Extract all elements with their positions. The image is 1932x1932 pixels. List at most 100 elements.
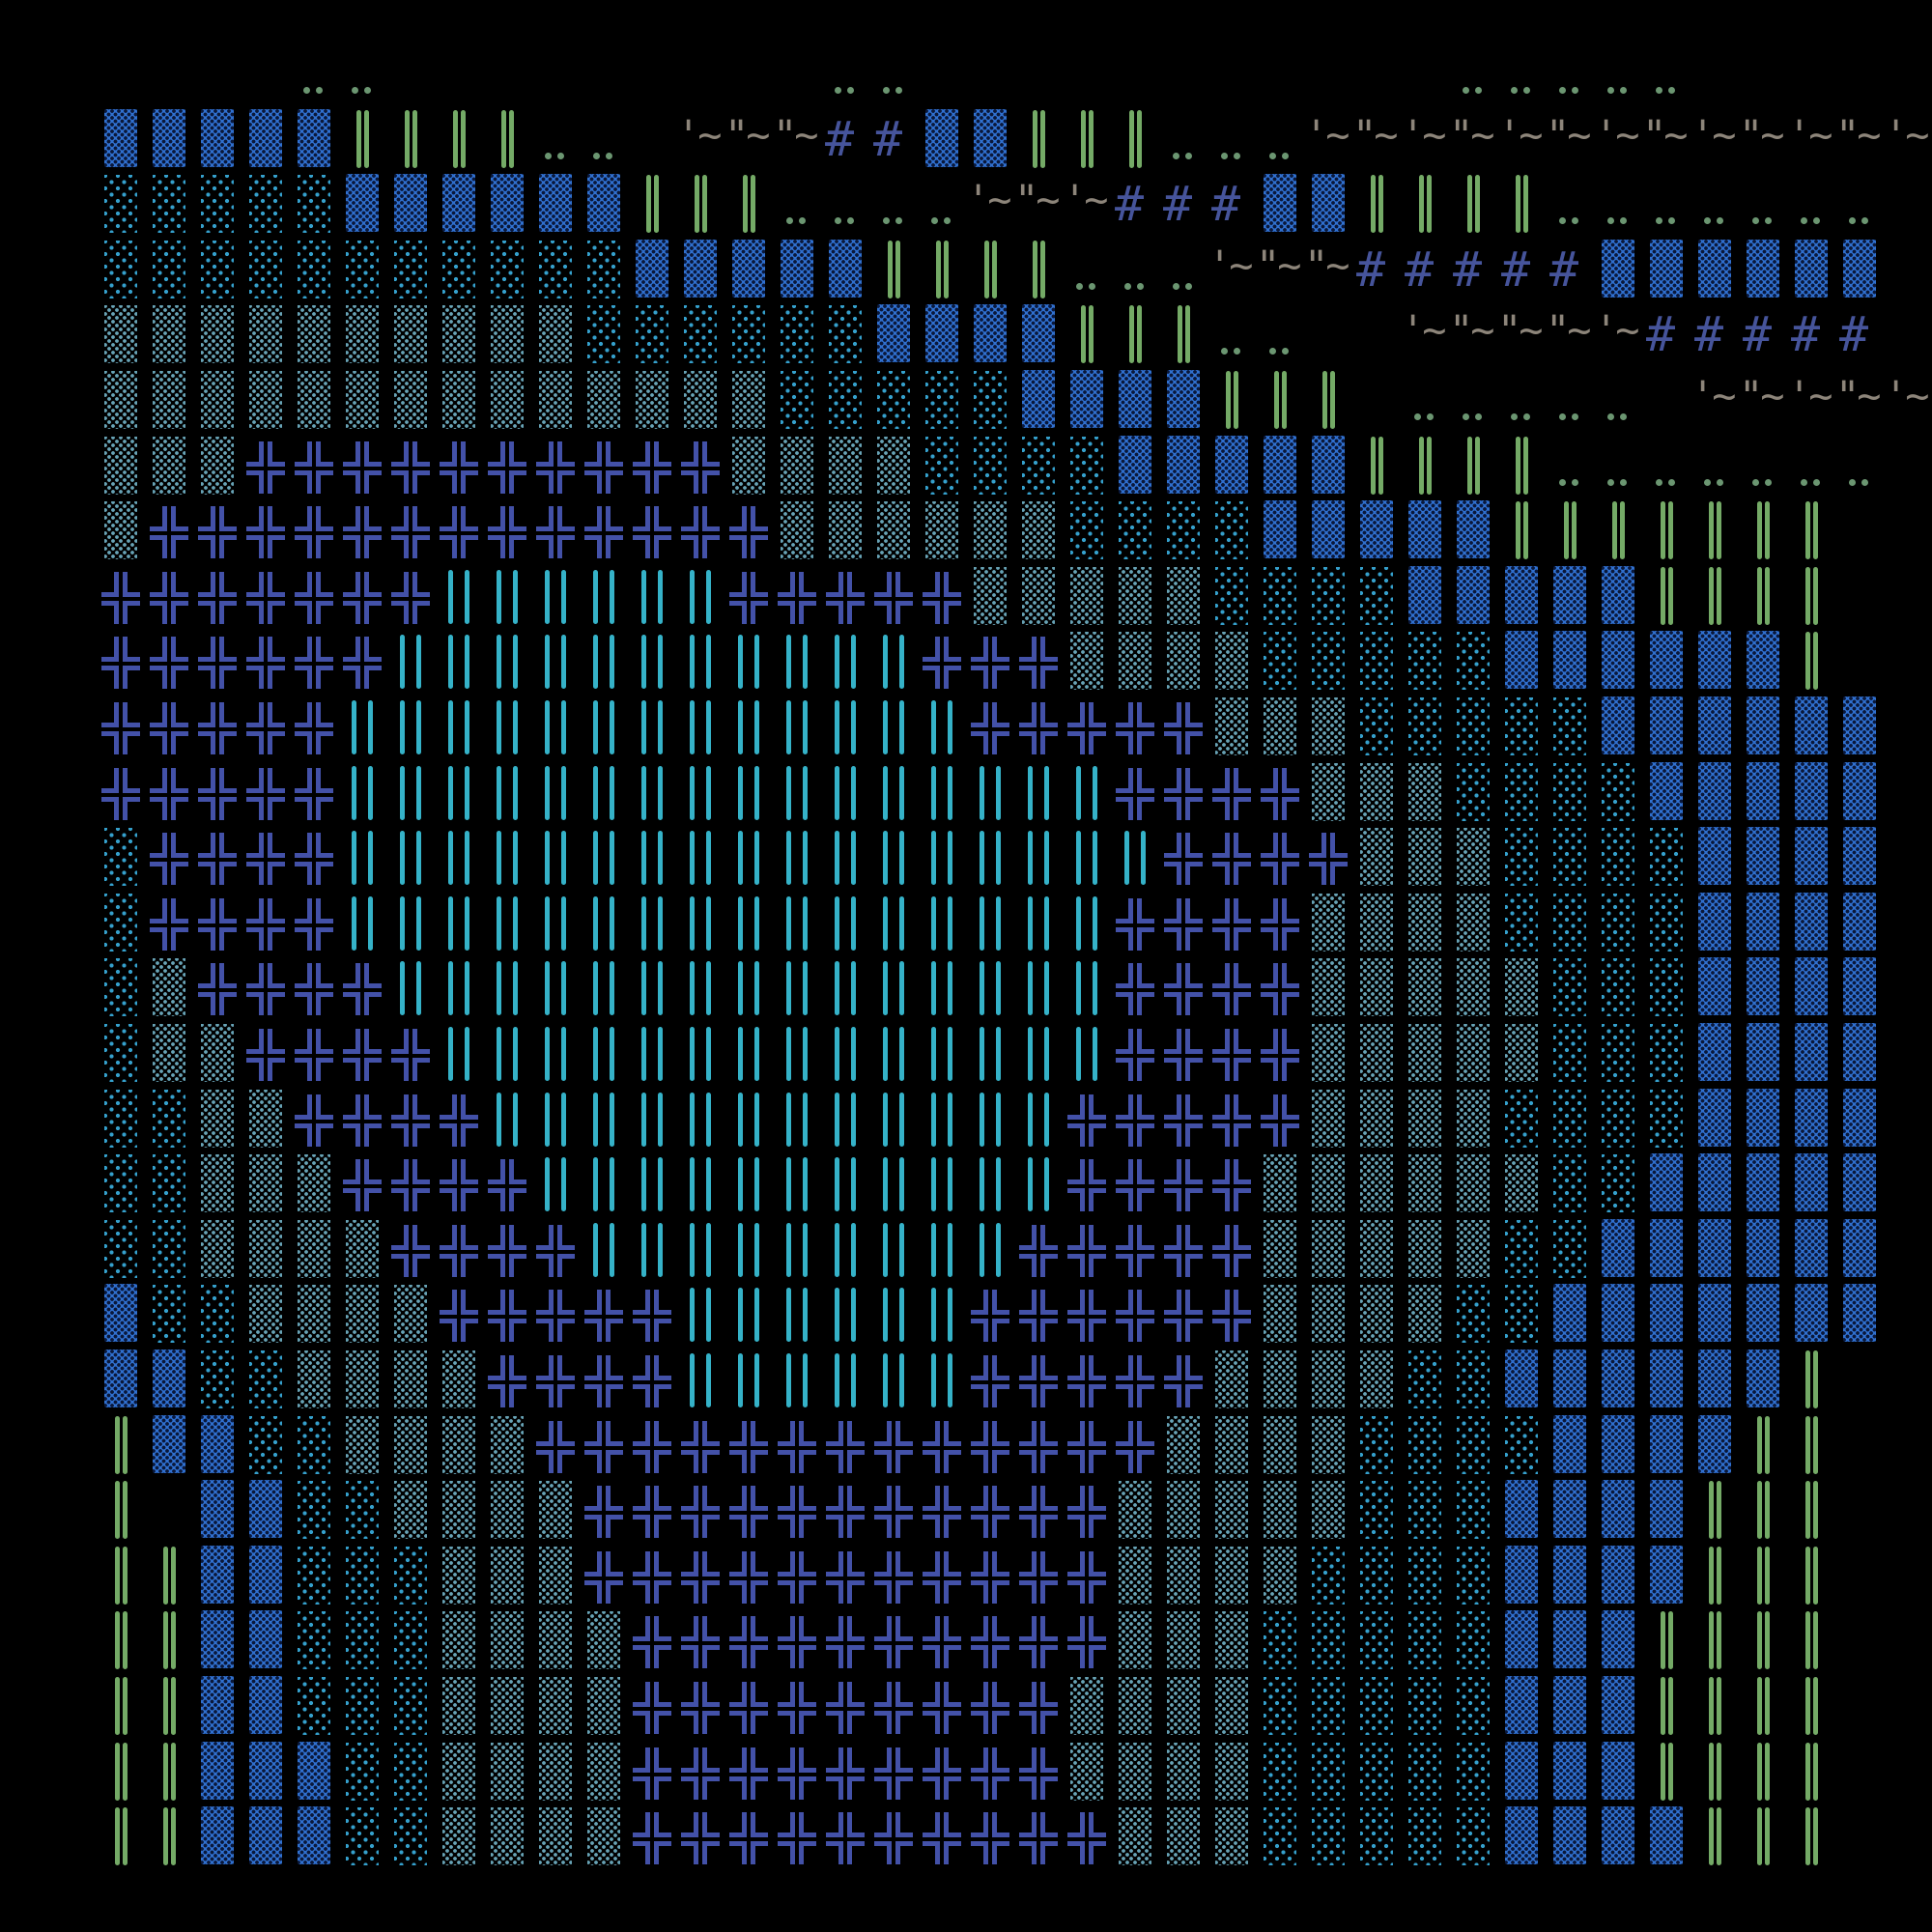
glyph-dense-woven-block	[1787, 239, 1835, 304]
glyph-cyan-double-bar	[724, 696, 773, 761]
glyph-purple-double-cross	[628, 1349, 676, 1414]
glyph-green-dot-pair	[1497, 43, 1546, 108]
glyph-green-double-bar	[1642, 1609, 1690, 1675]
glyph-purple-double-cross	[435, 1152, 483, 1219]
glyph-dense-woven-block	[1594, 1675, 1642, 1741]
glyph-sparse-dot-block	[580, 303, 628, 369]
glyph-cyan-double-bar	[821, 630, 869, 696]
glyph-gray-quote-tilde: '~	[1787, 372, 1833, 419]
glyph-purple-double-cross	[290, 1087, 338, 1153]
glyph-cyan-double-bar	[628, 1218, 676, 1284]
glyph-medium-dot-block	[193, 1152, 242, 1218]
glyph-gray-quote-tilde: '~	[1304, 110, 1350, 158]
glyph-dense-woven-block	[1739, 1022, 1787, 1088]
glyph-medium-dot-block	[1352, 892, 1401, 957]
glyph-dense-woven-block	[483, 173, 531, 239]
glyph-dense-woven-block	[1256, 499, 1304, 565]
glyph-sparse-dot-block	[386, 1675, 435, 1741]
glyph-medium-dot-block	[290, 303, 338, 369]
glyph-dense-woven-block	[1642, 1218, 1690, 1284]
glyph-sparse-dot-block	[1352, 1414, 1401, 1480]
glyph-medium-dot-block	[1352, 1283, 1401, 1349]
glyph-cyan-double-bar	[724, 1349, 773, 1414]
glyph-medium-dot-block	[1063, 1741, 1111, 1806]
glyph-sparse-dot-block	[676, 303, 724, 369]
glyph-purple-double-cross	[676, 1740, 724, 1806]
glyph-green-double-bar	[1642, 1675, 1690, 1741]
glyph-cyan-double-bar	[773, 761, 821, 827]
glyph-green-dot-pair	[1835, 435, 1884, 500]
glyph-cyan-double-bar	[435, 565, 483, 631]
glyph-sparse-dot-block	[145, 1152, 193, 1218]
glyph-green-double-bar	[1546, 499, 1594, 565]
glyph-gray-dquote-tilde: "~	[1014, 176, 1061, 224]
glyph-cyan-double-bar	[966, 1022, 1014, 1088]
glyph-green-double-bar	[918, 239, 966, 304]
glyph-green-dot-pair	[1642, 435, 1690, 500]
glyph-green-double-bar	[869, 239, 918, 304]
glyph-cyan-double-bar	[386, 630, 435, 696]
glyph-purple-double-cross	[1256, 760, 1304, 827]
glyph-cyan-double-bar	[580, 1088, 628, 1153]
glyph-cyan-double-bar	[628, 696, 676, 761]
glyph-dense-woven-block	[242, 1805, 290, 1871]
glyph-dense-woven-block	[1739, 826, 1787, 892]
glyph-sparse-dot-block	[193, 173, 242, 239]
glyph-medium-dot-block	[145, 956, 193, 1022]
glyph-dense-woven-block	[1642, 1805, 1690, 1871]
glyph-cyan-double-bar	[773, 1022, 821, 1088]
glyph-sparse-dot-block	[1497, 696, 1546, 761]
glyph-cyan-double-bar	[821, 1022, 869, 1088]
glyph-dense-woven-block	[1304, 435, 1352, 500]
glyph-sparse-dot-block	[145, 1088, 193, 1153]
glyph-sparse-dot-block	[290, 173, 338, 239]
glyph-cyan-double-bar	[821, 1088, 869, 1153]
glyph-medium-dot-block	[1449, 1152, 1497, 1218]
glyph-purple-double-cross	[290, 696, 338, 761]
glyph-cyan-double-bar	[869, 1283, 918, 1349]
glyph-purple-double-cross	[1208, 1022, 1256, 1088]
glyph-medium-dot-block	[242, 1152, 290, 1218]
glyph-dense-woven-block	[1352, 499, 1401, 565]
glyph-purple-double-cross	[193, 956, 242, 1023]
glyph-cyan-double-bar	[821, 826, 869, 892]
glyph-purple-double-cross	[676, 1609, 724, 1676]
glyph-purple-double-cross	[1256, 956, 1304, 1023]
glyph-cyan-double-bar	[531, 630, 580, 696]
glyph-green-double-bar	[1739, 499, 1787, 565]
glyph-medium-dot-block	[1256, 1283, 1304, 1349]
glyph-green-double-bar	[1111, 303, 1159, 369]
glyph-medium-dot-block	[1208, 630, 1256, 696]
glyph-cyan-double-bar	[676, 630, 724, 696]
glyph-cyan-double-bar	[531, 761, 580, 827]
glyph-medium-dot-block	[1256, 1414, 1304, 1480]
glyph-purple-double-cross	[1014, 1805, 1063, 1872]
glyph-medium-dot-block	[1063, 565, 1111, 631]
glyph-dense-woven-block	[193, 1414, 242, 1480]
glyph-cyan-double-bar	[580, 1218, 628, 1284]
glyph-sparse-dot-block	[338, 1609, 386, 1675]
glyph-green-double-bar	[1787, 1675, 1835, 1741]
glyph-green-dot-pair	[869, 173, 918, 239]
glyph-dense-woven-block	[435, 173, 483, 239]
glyph-purple-double-cross	[386, 1152, 435, 1219]
glyph-purple-double-cross	[483, 434, 531, 500]
glyph-cyan-double-bar	[1063, 956, 1111, 1022]
glyph-sparse-dot-block	[821, 369, 869, 435]
glyph-medium-dot-block	[1401, 761, 1449, 827]
glyph-dense-woven-block	[193, 1741, 242, 1806]
glyph-sparse-dot-block	[1546, 892, 1594, 957]
glyph-green-double-bar	[1256, 369, 1304, 435]
glyph-purple-double-cross	[531, 1217, 580, 1284]
glyph-green-double-bar	[676, 173, 724, 239]
glyph-medium-dot-block	[1111, 1609, 1159, 1675]
glyph-cyan-double-bar	[531, 892, 580, 957]
glyph-gray-quote-tilde: '~	[1208, 241, 1254, 289]
glyph-green-double-bar	[1787, 630, 1835, 696]
glyph-navy-hash: #	[1115, 176, 1145, 233]
glyph-gray-dquote-tilde: "~	[1256, 241, 1302, 289]
glyph-sparse-dot-block	[338, 1479, 386, 1545]
glyph-purple-double-cross	[1159, 1087, 1208, 1153]
glyph-purple-double-cross	[1063, 1609, 1111, 1676]
glyph-dense-woven-block	[918, 303, 966, 369]
